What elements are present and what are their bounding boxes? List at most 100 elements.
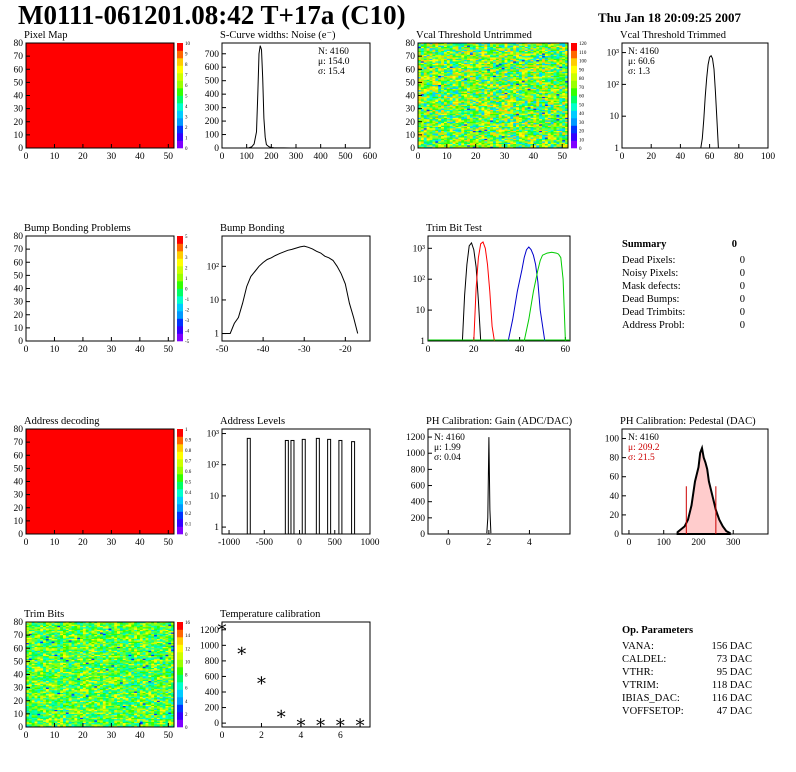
vcal-untrimmed-cell xyxy=(533,61,537,63)
vcal-untrimmed-cell xyxy=(418,69,422,71)
vcal-untrimmed-cell xyxy=(461,137,465,140)
vcal-untrimmed-cell xyxy=(562,98,566,100)
vcal-untrimmed-cell xyxy=(418,71,422,74)
trim-bits-cell xyxy=(34,702,38,704)
vcal-untrimmed-cell xyxy=(518,111,523,113)
vcal-untrimmed-cell xyxy=(446,78,451,81)
vcal-untrimmed-cell xyxy=(490,124,494,126)
vcal-untrimmed-cell xyxy=(472,77,476,79)
vcal-untrimmed-cell xyxy=(464,44,468,46)
vcal-untrimmed-cell xyxy=(501,102,505,104)
vcal-untrimmed-cell xyxy=(432,62,436,65)
vcal-untrimmed-cell xyxy=(565,92,569,95)
vcal-untrimmed-cell xyxy=(550,78,554,81)
trim-bits-cell xyxy=(28,716,32,719)
vcal-untrimmed-cell xyxy=(544,44,549,46)
vcal-untrimmed-cell xyxy=(527,56,531,58)
vcal-untrimmed-cell xyxy=(432,134,436,137)
vcal-untrimmed-cell xyxy=(518,69,523,71)
vcal-untrimmed-cell xyxy=(429,120,433,123)
pixel-map-colorbar-step xyxy=(177,58,183,66)
vcal-untrimmed-cell xyxy=(446,107,451,109)
vcal-untrimmed-cell xyxy=(544,43,549,45)
vcal-untrimmed-cell xyxy=(481,65,485,67)
trim-bits-cell xyxy=(28,636,32,639)
vcal-untrimmed-cell xyxy=(539,45,543,48)
vcal-untrimmed-cell xyxy=(562,142,566,145)
vcal-untrimmed-cell xyxy=(544,87,549,90)
vcal-untrimmed-cell xyxy=(536,56,540,58)
vcal-untrimmed-cell xyxy=(495,44,500,46)
vcal-untrimmed-cell xyxy=(510,71,514,74)
vcal-untrimmed-cell xyxy=(504,107,508,109)
vcal-untrimmed-cell xyxy=(475,43,479,45)
trim-bits-cell xyxy=(28,713,32,716)
vcal-untrimmed-cell xyxy=(420,117,425,120)
vcal-untrimmed-cell xyxy=(481,104,485,107)
address-decoding-colorbar-label: 0.6 xyxy=(185,470,192,475)
vcal-untrimmed-cell xyxy=(446,64,451,66)
vcal-untrimmed-panel: Vcal Threshold Untrimmed0102030405060708… xyxy=(406,30,588,162)
vcal-untrimmed-cell xyxy=(455,104,459,107)
vcal-untrimmed-cell xyxy=(507,108,511,111)
address-levels-ytick-label: 10 xyxy=(210,492,220,502)
vcal-untrimmed-cell xyxy=(487,81,491,83)
vcal-untrimmed-cell xyxy=(472,108,476,111)
vcal-untrimmed-cell xyxy=(516,134,520,137)
vcal-untrimmed-cell xyxy=(498,96,502,99)
vcal-untrimmed-cell xyxy=(507,78,511,81)
vcal-untrimmed-cell xyxy=(562,134,566,137)
vcal-untrimmed-cell xyxy=(478,85,482,87)
vcal-untrimmed-cell xyxy=(544,53,549,56)
vcal-untrimmed-cell xyxy=(498,113,502,116)
vcal-untrimmed-cell xyxy=(559,49,563,52)
vcal-untrimmed-cell xyxy=(461,45,465,48)
vcal-untrimmed-cell xyxy=(452,86,456,88)
vcal-untrimmed-cell xyxy=(562,79,566,82)
vcal-untrimmed-cell xyxy=(524,124,528,126)
bump-problems-xtick-label: 0 xyxy=(24,345,29,355)
vcal-untrimmed-cell xyxy=(507,116,511,119)
bump-problems-colorbar-step xyxy=(177,288,183,297)
vcal-untrimmed-cell xyxy=(455,78,459,81)
vcal-untrimmed-cell xyxy=(432,48,436,50)
vcal-untrimmed-cell xyxy=(464,125,468,128)
pixel-map-ytick-label: 80 xyxy=(14,39,24,49)
vcal-untrimmed-cell xyxy=(559,74,563,77)
vcal-untrimmed-cell xyxy=(435,73,439,75)
vcal-untrimmed-cell xyxy=(530,77,534,79)
vcal-untrimmed-cell xyxy=(521,127,526,129)
vcal-untrimmed-cell xyxy=(478,77,482,79)
vcal-untrimmed-cell xyxy=(530,75,534,78)
vcal-untrimmed-cell xyxy=(533,100,537,103)
trim-bits-cell xyxy=(28,677,32,679)
vcal-untrimmed-cell xyxy=(441,141,445,144)
vcal-untrimmed-cell xyxy=(487,77,491,79)
vcal-untrimmed-cell xyxy=(467,107,471,109)
vcal-untrimmed-cell xyxy=(435,46,439,49)
vcal-untrimmed-cell xyxy=(487,46,491,49)
vcal-untrimmed-cell xyxy=(472,61,476,63)
address-levels-xtick-label: 500 xyxy=(328,538,343,548)
vcal-untrimmed-cell xyxy=(556,52,560,54)
vcal-untrimmed-cell xyxy=(449,140,453,142)
trim-bits-cell xyxy=(34,681,38,683)
trim-bits-cell xyxy=(37,706,41,708)
vcal-untrimmed-cell xyxy=(464,102,468,104)
vcal-untrimmed-cell xyxy=(495,67,500,70)
scurve-noise-ytick-label: 200 xyxy=(205,117,220,127)
vcal-untrimmed-cell xyxy=(498,56,502,58)
vcal-untrimmed-cell xyxy=(467,142,471,145)
vcal-untrimmed-cell xyxy=(484,123,488,125)
vcal-untrimmed-cell xyxy=(432,57,436,60)
vcal-untrimmed-cell xyxy=(481,111,485,113)
vcal-untrimmed-cell xyxy=(484,109,488,112)
vcal-untrimmed-cell xyxy=(533,86,537,88)
vcal-untrimmed-cell xyxy=(547,119,551,121)
vcal-untrimmed-cell xyxy=(550,116,554,119)
vcal-untrimmed-cell xyxy=(513,109,517,112)
vcal-untrimmed-cell xyxy=(513,136,517,138)
vcal-untrimmed-cell xyxy=(455,125,459,128)
vcal-untrimmed-cell xyxy=(441,79,445,82)
vcal-untrimmed-cell xyxy=(559,66,563,69)
